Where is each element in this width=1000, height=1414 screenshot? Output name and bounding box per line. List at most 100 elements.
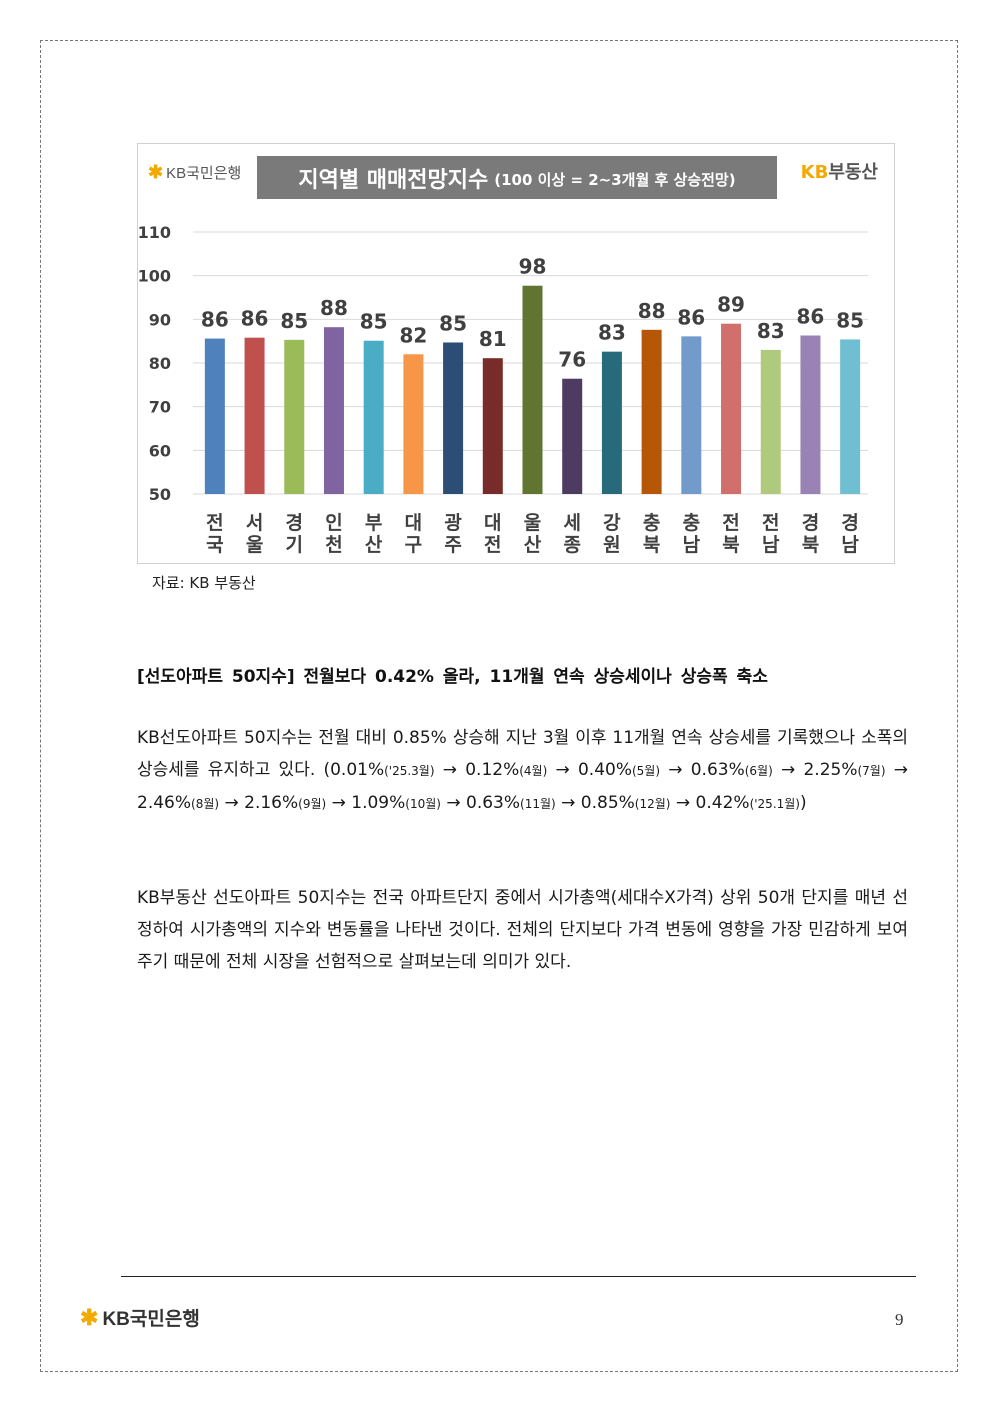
x-tick-label: 전	[762, 512, 779, 534]
series-arrow: →	[446, 793, 461, 813]
data-label: 76	[558, 348, 586, 372]
bar	[363, 340, 384, 494]
paragraph-2: KB부동산 선도아파트 50지수는 전국 아파트단지 중에서 시가총액(세대수X…	[137, 888, 908, 972]
series-month-label: ('25.3월)	[384, 764, 435, 778]
series-month-label: (12월)	[634, 797, 671, 811]
x-tick-label: 남	[683, 534, 701, 556]
data-label: 98	[519, 255, 547, 279]
data-label: 85	[280, 309, 308, 333]
bar	[840, 339, 861, 494]
series-arrow: →	[675, 793, 691, 813]
kb-star-icon: ✱	[80, 1304, 99, 1330]
series-value: 0.63%	[466, 793, 521, 813]
x-tick-label: 천	[325, 534, 342, 556]
x-tick-label: 전	[722, 512, 739, 534]
series-month-label: ('25.1월)	[749, 797, 800, 811]
series-month-label: (11월)	[520, 797, 556, 811]
y-tick-label: 60	[149, 441, 171, 460]
x-tick-label: 남	[762, 534, 780, 556]
x-tick-label: 울	[524, 512, 541, 534]
bar	[721, 323, 742, 494]
x-tick-label: 대	[405, 512, 422, 534]
data-label: 88	[320, 296, 348, 320]
y-tick-label: 70	[149, 398, 171, 417]
data-label: 83	[757, 319, 785, 343]
series-month-label: (6월)	[744, 764, 773, 778]
data-label: 86	[677, 305, 705, 329]
series-close-paren: )	[799, 793, 807, 813]
chart-source: 자료: KB 부동산	[152, 574, 256, 592]
chart-title-sub: (100 이상 = 2~3개월 후 상승전망)	[494, 171, 736, 189]
series-month-label: (10월)	[405, 797, 441, 811]
paragraph-1: KB선도아파트 50지수는 전월 대비 0.85% 상승해 지난 3월 이후 1…	[137, 722, 908, 820]
x-tick-label: 전	[484, 534, 501, 556]
x-tick-label: 구	[405, 534, 422, 556]
x-tick-label: 인	[325, 512, 342, 534]
data-label: 86	[241, 307, 269, 331]
x-tick-label: 경	[286, 512, 303, 534]
bar	[403, 354, 424, 494]
series-value: 0.42%	[695, 793, 750, 813]
series-value: 2.46%	[137, 793, 192, 813]
kb-star-icon: ✱	[148, 162, 164, 182]
section-heading: [선도아파트 50지수] 전월보다 0.42% 올라, 11개월 연속 상승세이…	[137, 667, 768, 687]
series-value: 1.09%	[351, 793, 406, 813]
monthly-change-series: (0.01%('25.3월) → 0.12%(4월) → 0.40%(5월) →…	[137, 760, 908, 813]
data-label: 85	[836, 308, 864, 332]
footer-rule	[121, 1276, 916, 1277]
footer-bank-logo-text: KB국민은행	[102, 1309, 200, 1330]
bar-chart: 506070809010011086전국86서울85경기88인천85부산82대구…	[138, 223, 868, 556]
bar	[244, 337, 265, 494]
bar	[284, 339, 305, 494]
x-tick-label: 남	[841, 534, 859, 556]
x-tick-label: 부	[365, 512, 382, 534]
x-tick-label: 산	[524, 534, 542, 556]
x-tick-label: 강	[603, 512, 621, 534]
y-tick-label: 90	[149, 310, 171, 329]
kb-brand-kb: KB	[800, 162, 829, 183]
x-tick-label: 북	[643, 534, 660, 556]
bar	[760, 349, 781, 494]
x-tick-label: 국	[206, 534, 223, 556]
x-tick-label: 원	[603, 534, 620, 556]
kb-brand-rest: 부동산	[828, 162, 878, 183]
data-label: 83	[598, 321, 626, 345]
series-month-label: (5월)	[631, 764, 661, 778]
data-label: 89	[717, 293, 745, 317]
bar	[800, 335, 821, 494]
x-tick-label: 산	[365, 534, 383, 556]
bar	[641, 329, 662, 494]
bar	[204, 338, 225, 494]
chart-title-main: 지역별 매매전망지수	[298, 167, 489, 193]
series-value: 0.85%	[580, 793, 635, 813]
y-tick-label: 100	[138, 267, 171, 286]
x-tick-label: 세	[563, 512, 580, 534]
series-arrow: →	[555, 760, 570, 780]
bar	[562, 378, 583, 494]
bar	[522, 285, 543, 494]
bar	[323, 327, 344, 494]
paragraph-1-text: KB선도아파트 50지수는 전월 대비 0.85% 상승해 지난 3월 이후 1…	[137, 728, 908, 780]
data-label: 85	[439, 311, 467, 335]
x-tick-label: 충	[643, 512, 660, 534]
x-tick-label: 대	[484, 512, 501, 534]
x-tick-label: 울	[246, 534, 263, 556]
series-value: 2.25%	[803, 760, 858, 780]
chart-title: 지역별 매매전망지수 (100 이상 = 2~3개월 후 상승전망)	[257, 156, 777, 199]
series-value: 0.63%	[690, 760, 745, 780]
data-label: 81	[479, 327, 507, 351]
x-tick-label: 북	[802, 534, 819, 556]
data-label: 85	[360, 310, 388, 334]
footer-bank-logo: ✱ KB국민은행	[80, 1304, 200, 1331]
x-tick-label: 북	[722, 534, 739, 556]
kb-realestate-brand: KB부동산	[801, 158, 878, 184]
bar	[681, 336, 702, 494]
series-arrow: →	[442, 760, 457, 780]
series-arrow: →	[781, 760, 796, 780]
y-tick-label: 110	[138, 223, 171, 242]
data-label: 88	[638, 299, 666, 323]
data-label: 86	[201, 308, 229, 332]
x-tick-label: 주	[444, 534, 461, 556]
x-tick-label: 광	[444, 512, 462, 534]
x-tick-label: 경	[802, 512, 819, 534]
